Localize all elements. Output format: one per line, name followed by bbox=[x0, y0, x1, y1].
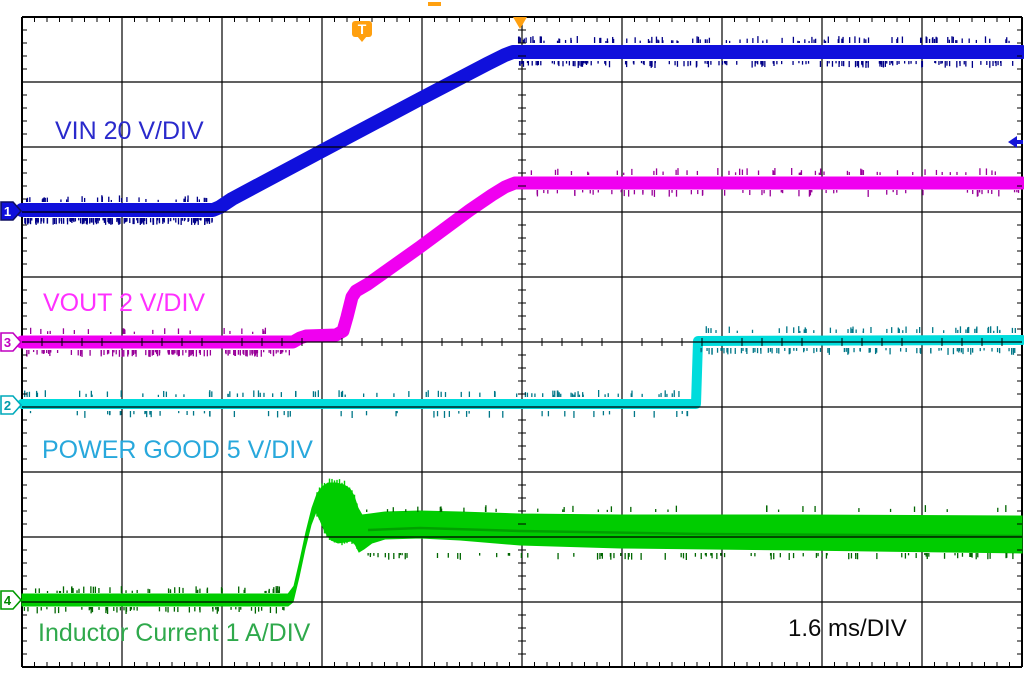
trace-vout bbox=[15, 176, 1024, 349]
trace-core-line bbox=[367, 526, 1023, 538]
channel-4-tag bbox=[0, 590, 23, 610]
channel-2-tag bbox=[0, 395, 23, 415]
channel-3-tag bbox=[0, 332, 23, 352]
grid-overlay-and-markers-layer: T 1 3 2 4 bbox=[0, 2, 1023, 668]
trigger-t-badge-tail bbox=[357, 36, 367, 42]
trigger-level-arrow-icon bbox=[1008, 136, 1023, 148]
channel-1-tag-number: 1 bbox=[4, 204, 11, 219]
trigger-clipped-marker bbox=[428, 2, 441, 6]
channel-1-tag bbox=[0, 201, 23, 221]
channel-2-tag-number: 2 bbox=[4, 398, 11, 413]
channel-4-tag-number: 4 bbox=[4, 593, 12, 608]
trigger-t-badge-glyph: T bbox=[358, 21, 367, 37]
trigger-t-badge bbox=[352, 21, 372, 37]
channel-3-tag-number: 3 bbox=[4, 335, 11, 350]
trace-power-good bbox=[17, 335, 1024, 409]
power-good-channel-label: POWER GOOD 5 V/DIV bbox=[42, 436, 313, 464]
vout-channel-label: VOUT 2 V/DIV bbox=[43, 289, 205, 317]
trace-vin bbox=[15, 45, 1024, 217]
timebase-label: 1.6 ms/DIV bbox=[788, 615, 907, 642]
trigger-position-marker-icon bbox=[513, 17, 527, 29]
inductor-current-channel-label: Inductor Current 1 A/DIV bbox=[38, 619, 311, 647]
grid-and-traces-layer bbox=[15, 17, 1024, 667]
vin-channel-label: VIN 20 V/DIV bbox=[55, 117, 204, 145]
